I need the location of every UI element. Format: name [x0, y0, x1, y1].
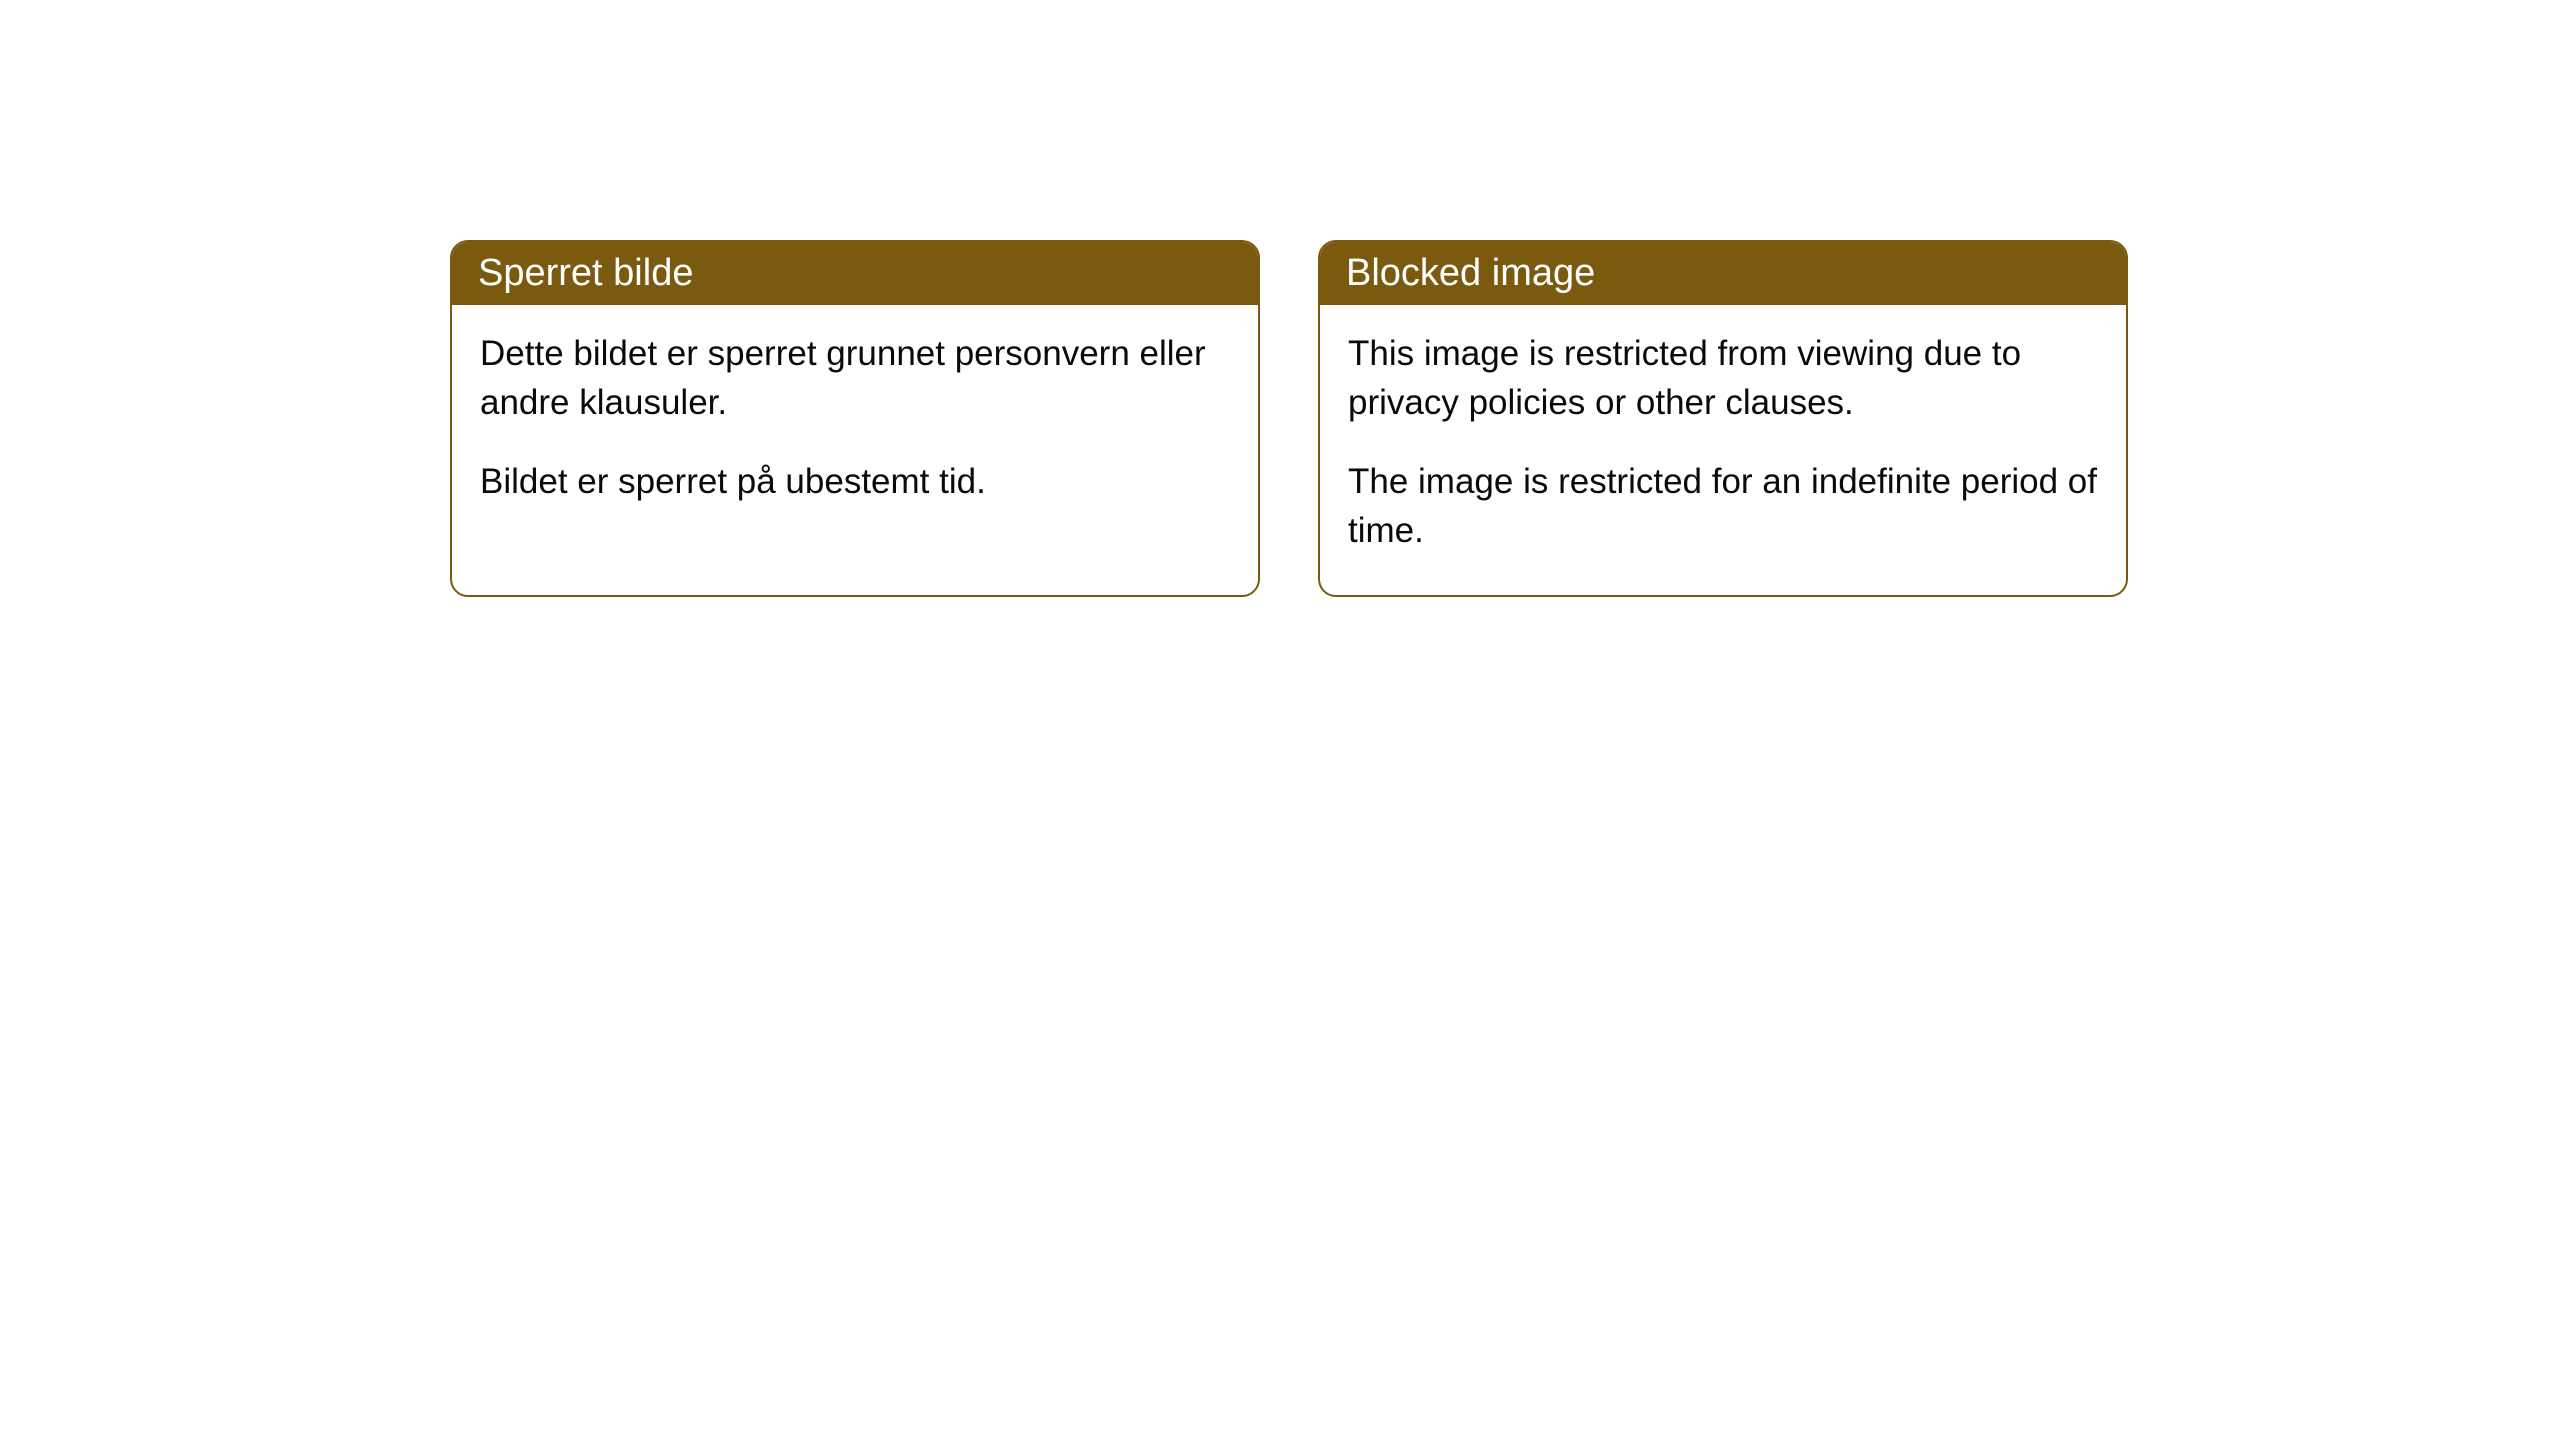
card-header-en: Blocked image — [1320, 242, 2126, 305]
card-paragraph-1-en: This image is restricted from viewing du… — [1348, 329, 2098, 427]
card-body-no: Dette bildet er sperret grunnet personve… — [452, 305, 1258, 546]
cards-container: Sperret bilde Dette bildet er sperret gr… — [450, 240, 2128, 597]
card-body-en: This image is restricted from viewing du… — [1320, 305, 2126, 595]
card-header-no: Sperret bilde — [452, 242, 1258, 305]
card-paragraph-2-no: Bildet er sperret på ubestemt tid. — [480, 457, 1230, 506]
blocked-image-card-en: Blocked image This image is restricted f… — [1318, 240, 2128, 597]
card-title-no: Sperret bilde — [478, 252, 693, 294]
card-paragraph-2-en: The image is restricted for an indefinit… — [1348, 457, 2098, 555]
card-title-en: Blocked image — [1346, 252, 1595, 294]
blocked-image-card-no: Sperret bilde Dette bildet er sperret gr… — [450, 240, 1260, 597]
card-paragraph-1-no: Dette bildet er sperret grunnet personve… — [480, 329, 1230, 427]
